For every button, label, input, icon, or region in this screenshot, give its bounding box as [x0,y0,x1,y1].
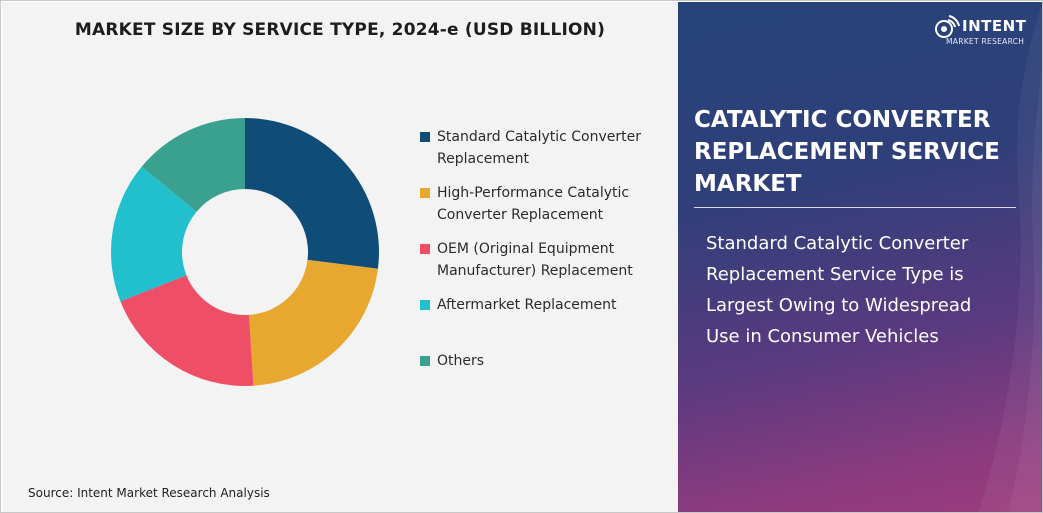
legend-swatch [420,188,430,198]
decorative-wave [978,4,1042,512]
slice-oem [120,275,254,387]
slice-high-performance [248,259,378,386]
brand-logo: INTENT MARKET RESEARCH [934,14,1034,58]
legend-label: Aftermarket Replacement [437,297,617,313]
market-title: CATALYTIC CONVERTER REPLACEMENT SERVICE … [694,107,1000,197]
logo-name: INTENT [962,17,1027,35]
legend-swatch [420,244,430,254]
legend-swatch [420,300,430,310]
legend-label: Others [437,353,485,369]
chart-panel: MARKET SIZE BY SERVICE TYPE, 2024-e (USD… [2,2,678,512]
legend-label: High-Performance Catalytic Converter Rep… [437,185,630,223]
slice-standard [245,118,379,269]
chart-title: MARKET SIZE BY SERVICE TYPE, 2024-e (USD… [74,20,606,40]
source-note: Source: Intent Market Research Analysis [28,486,270,500]
summary-panel: INTENT MARKET RESEARCH CATALYTIC CONVERT… [678,2,1042,512]
donut-chart [111,118,379,387]
legend-label: Standard Catalytic Converter Replacement [437,129,641,167]
logo-subtitle: MARKET RESEARCH [946,37,1025,46]
slice-others [141,118,245,212]
legend-swatch [420,356,430,366]
legend-label: OEM (Original Equipment Manufacturer) Re… [437,241,633,279]
title-divider [694,207,1016,208]
slice-aftermarket [111,166,197,302]
legend-swatch [420,132,430,142]
signal-globe-icon [935,15,960,38]
key-insight: Standard Catalytic Converter Replacement… [706,233,972,347]
